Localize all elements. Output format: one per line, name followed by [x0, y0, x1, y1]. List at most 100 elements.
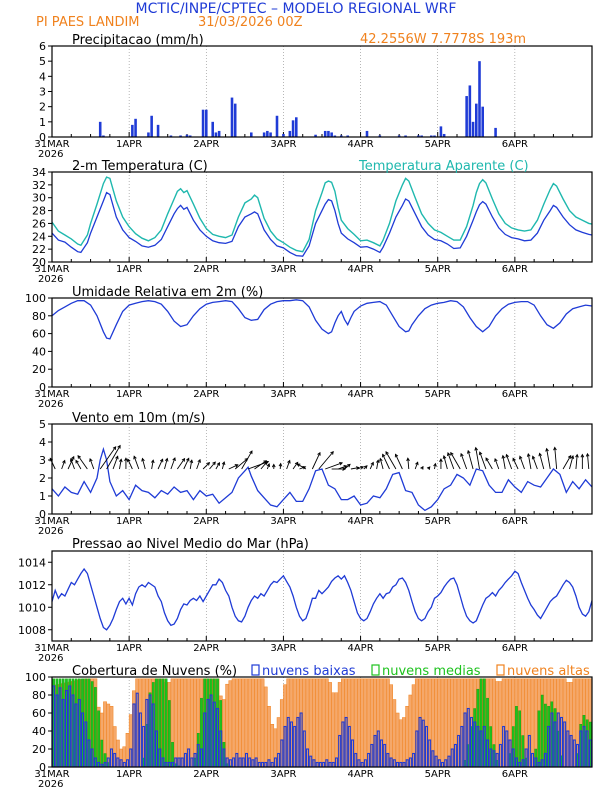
- precip-panel: 0 1 2 3 4 5 6 31MAR 1APR 2APR 3APR 4APR 5APR 6APR 2026…: [34, 33, 593, 160]
- wind-arrow: [585, 452, 590, 470]
- high-cloud-bar: [392, 699, 397, 768]
- wind-arrow: [447, 452, 455, 470]
- wind-arrow-shaft: [337, 465, 347, 470]
- wind-arrow: [157, 458, 164, 470]
- precip-bar: [275, 115, 279, 137]
- wind-arrow-shaft: [228, 464, 238, 470]
- x-tick-label: 3APR: [270, 769, 296, 780]
- precip-bar: [365, 130, 369, 137]
- wind-arrow-head: [585, 452, 590, 457]
- wind-arrow-head: [133, 455, 137, 460]
- wind-arrow-shaft: [505, 454, 513, 470]
- x-tick-label: 3APR: [270, 389, 296, 400]
- precip-bar: [420, 135, 423, 137]
- y-tick-label: 40: [32, 345, 46, 358]
- wind-arrow-head: [375, 459, 380, 464]
- x-tick-label: 3APR: [270, 264, 296, 275]
- wind-arrow-shaft: [299, 466, 306, 470]
- wind-arrow: [526, 453, 532, 470]
- wind-arrow-head: [127, 458, 131, 463]
- wind-arrow-head: [439, 458, 443, 462]
- precip-bar: [102, 135, 105, 137]
- x-tick-label: 31MAR: [34, 643, 69, 654]
- wind-arrow-head: [339, 461, 344, 466]
- precip-bar: [494, 127, 497, 137]
- y-tick-label: 1014: [18, 556, 46, 569]
- y-tick-label: 20: [32, 363, 46, 376]
- wind-arrow-shaft: [157, 459, 164, 470]
- precip-bar: [404, 135, 407, 137]
- wind-arrow: [467, 449, 474, 470]
- wind-arrow: [271, 463, 276, 469]
- legend-swatch: [496, 664, 505, 676]
- precip-bar: [288, 130, 292, 137]
- wind-arrow-shaft: [61, 460, 66, 470]
- wind-arrow: [375, 459, 380, 470]
- wind-arrow-head: [526, 453, 531, 457]
- y-tick-label: 60: [32, 707, 46, 720]
- x-tick-label: 3APR: [270, 516, 296, 527]
- precip-bar: [266, 130, 269, 137]
- x-tick-label: 5APR: [425, 389, 451, 400]
- wind-arrow-shaft: [382, 454, 390, 470]
- y-tick-label: 40: [32, 725, 46, 738]
- x-tick-label: 2APR: [193, 769, 219, 780]
- high-cloud-bar: [363, 678, 368, 768]
- wind-arrow-shaft: [202, 462, 210, 470]
- x-tick-label: 2APR: [193, 516, 219, 527]
- year-label: 2026: [38, 399, 63, 410]
- wind-arrow: [183, 457, 190, 470]
- wind-arrow-head: [212, 461, 216, 466]
- y-tick-label: 0: [39, 761, 46, 774]
- wind-arrow: [414, 461, 419, 470]
- wind-arrow: [439, 458, 443, 469]
- wind-arrow: [406, 457, 410, 470]
- wind-arrow-shaft: [485, 457, 493, 470]
- station-name: PI PAES LANDIM: [36, 15, 140, 30]
- wind-speed-line: [51, 446, 593, 512]
- high-cloud-bar: [263, 686, 268, 768]
- y-tick-label: 26: [32, 217, 46, 230]
- wind-arrow-shaft: [385, 451, 397, 470]
- wind-arrow-head: [266, 463, 271, 467]
- x-tick-label: 1APR: [116, 389, 142, 400]
- wind-arrow: [127, 458, 133, 470]
- precip-bar: [150, 115, 153, 137]
- high-cloud-bar: [402, 717, 406, 768]
- x-tick-label: 6APR: [502, 264, 528, 275]
- precip-bar: [465, 96, 468, 137]
- wind-arrow: [69, 457, 75, 470]
- wind-arrow-head: [124, 457, 128, 462]
- precip-bar: [282, 133, 285, 137]
- x-tick-label: 4APR: [347, 769, 373, 780]
- y-tick-label: 22: [32, 243, 46, 256]
- wind-arrow: [278, 462, 283, 470]
- wind-arrow-head: [450, 451, 454, 456]
- y-tick-label: 100: [25, 671, 46, 684]
- wind-arrow-shaft: [369, 462, 374, 470]
- y-tick-label: 1008: [18, 624, 46, 637]
- x-tick-label: 31MAR: [34, 516, 69, 527]
- wind-arrow: [164, 457, 169, 470]
- y-tick-label: 4: [39, 436, 46, 449]
- y-tick-label: 1: [39, 116, 46, 129]
- high-cloud-bar: [308, 678, 313, 768]
- wind-arrow-shaft: [286, 460, 291, 470]
- wind-arrow-head: [501, 454, 506, 459]
- wind-arrow-shaft: [164, 458, 168, 470]
- precip-bar: [346, 135, 349, 137]
- wind-arrow-shaft: [119, 459, 122, 470]
- x-tick-label: 6APR: [502, 769, 528, 780]
- wind-arrow-shaft: [414, 462, 419, 470]
- x-tick-label: 4APR: [347, 264, 373, 275]
- wind-arrow-head: [181, 457, 186, 462]
- wind-arrow-shaft: [357, 466, 364, 470]
- x-tick-label: 3APR: [270, 643, 296, 654]
- year-label: 2026: [38, 779, 63, 790]
- x-tick-label: 4APR: [347, 516, 373, 527]
- high-cloud-bar: [180, 678, 185, 768]
- wind-arrow-head: [474, 446, 478, 451]
- x-tick-label: 5APR: [425, 516, 451, 527]
- wind-arrow-head: [216, 461, 220, 466]
- high-cloud-bar: [357, 678, 361, 768]
